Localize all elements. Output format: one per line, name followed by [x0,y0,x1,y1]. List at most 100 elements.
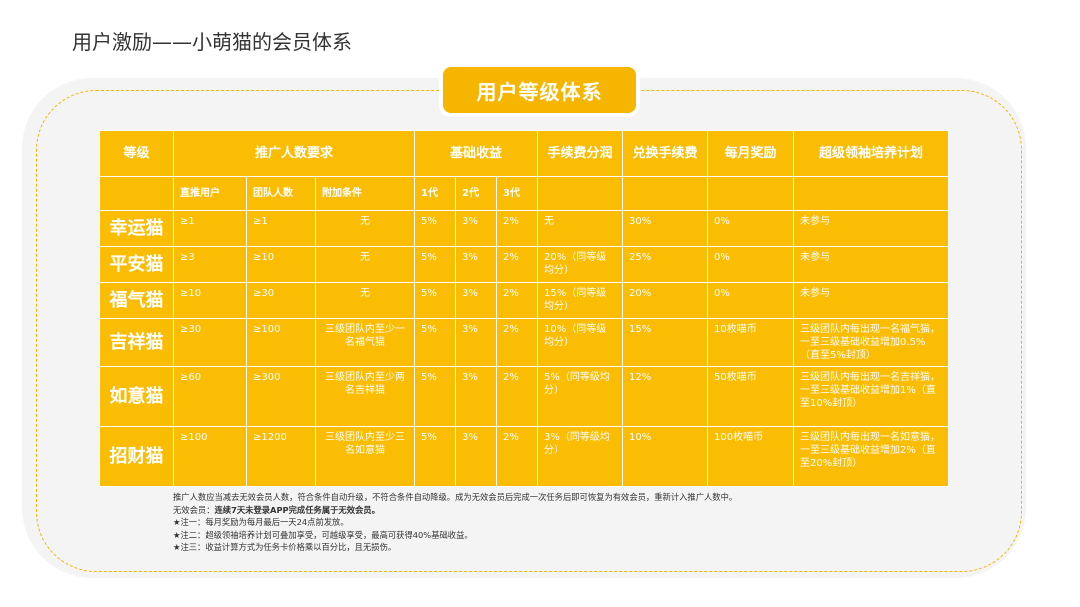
header-level: 等级 [99,130,174,177]
level-name-cell: 福气猫 [99,282,174,319]
note-line: ★注三：收益计算方式为任务卡价格乘以百分比，且无损伤。 [173,542,397,552]
gen3-income-cell: 2% [496,246,539,283]
header-gen1: 1代 [414,176,457,211]
level-name-cell: 幸运猫 [99,210,174,247]
direct-users-cell: ≥100 [173,426,247,487]
exchange-fee-cell: 12% [622,366,709,427]
gen3-income-cell: 2% [496,426,539,487]
note-prefix: 无效会员： [173,504,215,515]
leader-plan-cell: 未参与 [793,282,950,319]
exchange-fee-cell: 30% [622,210,709,247]
fee-share-cell: 20%（同等级均分） [537,246,624,283]
leader-plan-cell: 未参与 [793,210,950,247]
header2-empty [707,176,795,211]
header-promotion: 推广人数要求 [172,130,416,177]
gen2-income-cell: 3% [455,318,498,367]
direct-users-cell: ≥30 [173,318,247,367]
gen2-income-cell: 3% [455,282,498,319]
extra-condition-cell: 无 [314,282,416,319]
header-extra-condition: 附加条件 [314,176,416,211]
header-basic-income: 基础收益 [414,130,539,177]
header-exchange-fee: 兑换手续费 [622,130,709,177]
level-name-cell: 吉祥猫 [99,318,174,367]
gen1-income-cell: 5% [414,282,457,319]
gen1-income-cell: 5% [414,210,457,247]
note-line: ★注一：每月奖励为每月最后一天24点前发放。 [173,517,349,527]
extra-condition-cell: 无 [314,246,416,283]
monthly-reward-cell: 0% [707,210,795,247]
direct-users-cell: ≥3 [173,246,247,283]
exchange-fee-cell: 10% [622,426,709,487]
fee-share-cell: 5%（同等级均分） [537,366,624,427]
fee-share-cell: 10%（同等级均分） [537,318,624,367]
header-fee-share: 手续费分润 [537,130,624,177]
gen1-income-cell: 5% [414,426,457,487]
table-row: 如意猫 ≥60 ≥300 三级团队内至少两名吉祥猫 5% 3% 2% 5%（同等级均分） 12%… [99,366,950,427]
exchange-fee-cell: 25% [622,246,709,283]
header-row-2: 直推用户 团队人数 附加条件 1代 2代 3代 [99,176,950,211]
gen2-income-cell: 3% [455,366,498,427]
gen1-income-cell: 5% [414,318,457,367]
header-leader-plan: 超级领袖培养计划 [793,130,950,177]
header2-empty [622,176,709,211]
header2-empty [537,176,624,211]
leader-plan-cell: 三级团队内每出现一名如意猫，一至三级基础收益增加2%（直至20%封顶） [793,426,950,487]
direct-users-cell: ≥1 [173,210,247,247]
fee-share-cell: 3%（同等级均分） [537,426,624,487]
page-title: 用户激励——小萌猫的会员体系 [72,30,352,54]
note-line: 推广人数应当减去无效会员人数，符合条件自动升级，不符合条件自动降级。成为无效会员… [173,492,738,502]
header2-empty [99,176,174,211]
monthly-reward-cell: 0% [707,282,795,319]
table-row: 平安猫 ≥3 ≥10 无 5% 3% 2% 20%（同等级均分） 25% 0% 未参与 [99,246,950,283]
section-banner: 用户等级体系 [443,67,636,113]
table-row: 幸运猫 ≥1 ≥1 无 5% 3% 2% 无 30% 0% 未参与 [99,210,950,247]
extra-condition-cell: 三级团队内至少三名如意猫 [314,426,416,487]
direct-users-cell: ≥10 [173,282,247,319]
exchange-fee-cell: 20% [622,282,709,319]
header-team-size: 团队人数 [246,176,316,211]
team-size-cell: ≥1 [246,210,316,247]
team-size-cell: ≥300 [246,366,316,427]
header-monthly-reward: 每月奖励 [707,130,795,177]
team-size-cell: ≥10 [246,246,316,283]
exchange-fee-cell: 15% [622,318,709,367]
team-size-cell: ≥30 [246,282,316,319]
gen3-income-cell: 2% [496,282,539,319]
team-size-cell: ≥100 [246,318,316,367]
fee-share-cell: 15%（同等级均分） [537,282,624,319]
header-gen3: 3代 [496,176,539,211]
extra-condition-cell: 无 [314,210,416,247]
note-bold: 连续7天未登录APP完成任务属于无效会员。 [214,504,380,515]
monthly-reward-cell: 10枚喵币 [707,318,795,367]
level-name-cell: 如意猫 [99,366,174,427]
gen1-income-cell: 5% [414,366,457,427]
monthly-reward-cell: 50枚喵币 [707,366,795,427]
monthly-reward-cell: 0% [707,246,795,283]
level-name-cell: 招财猫 [99,426,174,487]
direct-users-cell: ≥60 [173,366,247,427]
note-line: ★注二：超级领袖培养计划可叠加享受，可越级享受，最高可获得40%基础收益。 [173,529,473,540]
gen2-income-cell: 3% [455,246,498,283]
header-direct-users: 直推用户 [173,176,247,211]
header-row-1: 等级 推广人数要求 基础收益 手续费分润 兑换手续费 每月奖励 超级领袖培养计划 [99,130,950,177]
extra-condition-cell: 三级团队内至少一名福气猫 [314,318,416,367]
gen2-income-cell: 3% [455,426,498,487]
notes: 推广人数应当减去无效会员人数，符合条件自动升级，不符合条件自动降级。成为无效会员… [173,491,737,554]
table-row: 吉祥猫 ≥30 ≥100 三级团队内至少一名福气猫 5% 3% 2% 10%（同等级均分） 15… [99,318,950,367]
level-name-cell: 平安猫 [99,246,174,283]
gen1-income-cell: 5% [414,246,457,283]
header2-empty [793,176,950,211]
leader-plan-cell: 三级团队内每出现一名吉祥猫，一至三级基础收益增加1%（直至10%封顶） [793,366,950,427]
gen3-income-cell: 2% [496,210,539,247]
level-table: 等级 推广人数要求 基础收益 手续费分润 兑换手续费 每月奖励 超级领袖培养计划… [99,130,950,487]
note-line: 无效会员：连续7天未登录APP完成任务属于无效会员。 [173,504,737,517]
leader-plan-cell: 三级团队内每出现一名福气猫，一至三级基础收益增加0.5%（直至5%封顶） [793,318,950,367]
table-row: 福气猫 ≥10 ≥30 无 5% 3% 2% 15%（同等级均分） 20% 0% 未参与 [99,282,950,319]
table-row: 招财猫 ≥100 ≥1200 三级团队内至少三名如意猫 5% 3% 2% 3%（同等级均分） 1… [99,426,950,487]
team-size-cell: ≥1200 [246,426,316,487]
header-gen2: 2代 [455,176,498,211]
extra-condition-cell: 三级团队内至少两名吉祥猫 [314,366,416,427]
fee-share-cell: 无 [537,210,624,247]
gen3-income-cell: 2% [496,318,539,367]
leader-plan-cell: 未参与 [793,246,950,283]
